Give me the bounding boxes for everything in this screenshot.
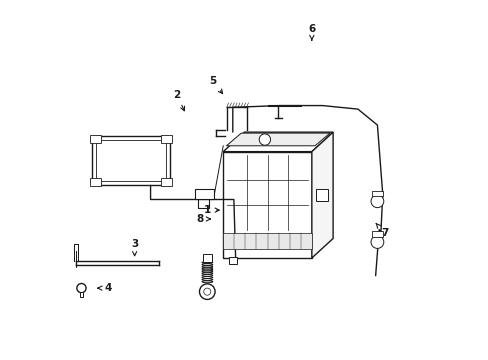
Polygon shape [223,152,311,258]
Polygon shape [311,132,332,258]
Circle shape [370,195,383,208]
Text: 5: 5 [208,76,222,94]
Circle shape [203,288,210,295]
Polygon shape [226,133,329,146]
Polygon shape [223,132,332,152]
Polygon shape [80,292,83,297]
Polygon shape [371,191,382,196]
Polygon shape [161,135,171,144]
Polygon shape [90,135,101,144]
Polygon shape [315,189,327,201]
Polygon shape [202,254,211,261]
Circle shape [77,283,86,293]
Polygon shape [228,257,237,264]
Text: 8: 8 [196,214,210,224]
Text: 1: 1 [203,205,219,215]
Text: 7: 7 [375,224,387,238]
Circle shape [199,284,215,300]
Text: 3: 3 [131,239,138,256]
Polygon shape [223,233,311,249]
Polygon shape [161,177,171,186]
Circle shape [259,134,270,145]
Polygon shape [371,231,382,237]
Text: 2: 2 [173,90,184,111]
Circle shape [370,236,383,248]
Polygon shape [90,177,101,186]
Polygon shape [195,189,214,199]
Text: 4: 4 [98,283,111,293]
Text: 6: 6 [307,24,315,40]
